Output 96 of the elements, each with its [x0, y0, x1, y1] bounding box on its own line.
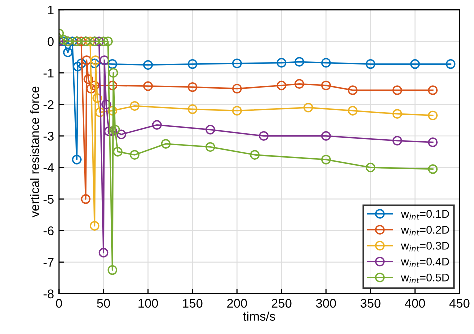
point — [188, 59, 198, 70]
point — [321, 58, 332, 68]
point — [108, 80, 118, 91]
point — [130, 101, 140, 112]
y-tick-label: -1 — [44, 69, 54, 78]
point — [428, 110, 438, 121]
point — [232, 58, 242, 69]
point — [72, 154, 82, 165]
point — [73, 62, 83, 72]
point — [392, 109, 402, 119]
point — [110, 125, 120, 135]
y-tick-label: -6 — [44, 226, 54, 236]
point — [188, 82, 198, 92]
point — [304, 102, 314, 113]
point — [366, 59, 376, 70]
point — [250, 150, 260, 160]
x-tick-label: 250 — [272, 299, 292, 308]
point — [76, 58, 86, 69]
x-tick-label: 300 — [316, 299, 336, 308]
point — [294, 57, 304, 67]
point — [143, 60, 154, 70]
point — [86, 84, 96, 94]
y-tick-label: -3 — [44, 132, 54, 141]
point — [206, 142, 216, 152]
point — [68, 36, 78, 46]
point — [348, 86, 358, 96]
point — [95, 108, 106, 118]
y-tick-label: -2 — [44, 100, 54, 110]
y-tick-label: -4 — [44, 164, 54, 172]
legend-label: w$_{int}$=0.1D — [401, 210, 450, 220]
legend-label: w$_{int}$=0.3D — [401, 242, 450, 252]
point — [161, 139, 171, 149]
point — [143, 81, 154, 92]
point — [100, 56, 110, 66]
y-tick-label: 1 — [48, 6, 54, 15]
x-tick-label: 400 — [405, 299, 426, 308]
x-tick-label: 200 — [227, 299, 248, 308]
legend-label: w$_{int}$=0.2D — [401, 226, 450, 236]
y-tick-label: 0 — [48, 37, 54, 46]
point — [232, 84, 242, 94]
point — [428, 86, 438, 96]
point — [84, 74, 94, 84]
point — [90, 56, 101, 66]
y-tick-label: -7 — [44, 258, 54, 267]
point — [92, 93, 102, 104]
point — [103, 36, 114, 46]
point — [232, 106, 242, 116]
point — [108, 106, 118, 116]
point — [63, 48, 74, 58]
x-tick-label: 350 — [360, 299, 381, 308]
point — [90, 58, 100, 69]
y-tick-label: -5 — [44, 195, 54, 204]
point — [94, 36, 104, 46]
point — [428, 164, 438, 174]
point — [108, 59, 118, 70]
point — [108, 68, 118, 78]
point — [116, 130, 126, 140]
point — [321, 80, 332, 91]
point — [392, 86, 402, 96]
point — [428, 138, 438, 148]
point — [366, 162, 376, 173]
point — [206, 125, 216, 135]
y-tick-label: -8 — [44, 290, 54, 299]
point — [98, 248, 109, 258]
x-tick-label: 450 — [450, 299, 470, 308]
point — [130, 150, 140, 160]
point — [152, 120, 162, 130]
point — [410, 59, 420, 70]
point — [108, 265, 118, 276]
point — [392, 136, 402, 146]
point — [321, 131, 332, 142]
point — [81, 194, 91, 204]
x-tick-label: 0 — [56, 299, 62, 308]
x-tick-label: 100 — [138, 299, 158, 308]
point — [348, 106, 358, 116]
point — [294, 79, 304, 90]
point — [102, 100, 112, 110]
x-tick-label: 50 — [97, 299, 110, 308]
point — [188, 104, 198, 114]
x-axis-title: tims/s — [243, 312, 276, 322]
point — [76, 36, 86, 46]
point — [82, 56, 92, 66]
point — [90, 221, 100, 231]
point — [86, 36, 96, 46]
point — [321, 154, 332, 165]
point — [259, 131, 269, 142]
point — [98, 36, 109, 46]
x-tick-label: 150 — [183, 299, 203, 308]
y-axis-title: vertical resistance force — [30, 86, 40, 218]
point — [276, 58, 287, 68]
point — [446, 59, 456, 70]
point — [113, 147, 123, 157]
legend-label: w$_{int}$=0.5D — [401, 274, 450, 284]
point — [104, 126, 114, 136]
legend-label: w$_{int}$=0.4D — [401, 258, 450, 268]
point — [276, 80, 287, 91]
